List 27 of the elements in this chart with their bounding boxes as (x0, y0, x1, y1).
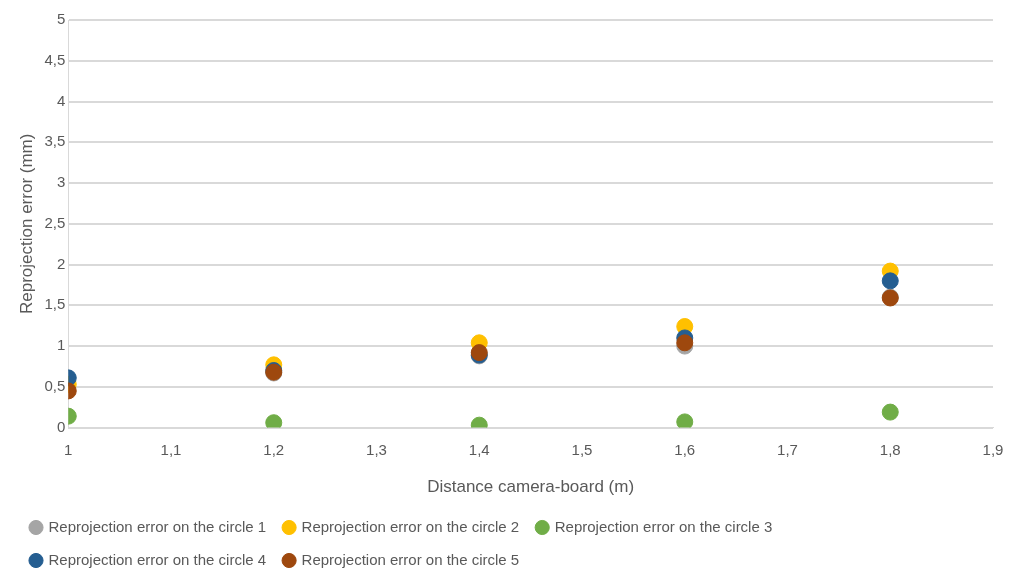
y-tick-label: 2 (56, 254, 66, 272)
legend-label: Reprojection error on the circle 1 (48, 517, 267, 535)
legend-label: Reprojection error on the circle 3 (554, 517, 773, 535)
x-tick-label: 1,4 (468, 440, 490, 458)
legend-label: Reprojection error on the circle 2 (301, 517, 520, 535)
y-axis-title: Reprojection error (mm) (16, 133, 36, 315)
legend-label: Reprojection error on the circle 4 (48, 550, 267, 568)
y-tick-label: 4 (56, 91, 66, 109)
x-tick-label: 1,8 (879, 440, 901, 458)
x-tick-label: 1,5 (571, 440, 593, 458)
legend-label: Reprojection error on the circle 5 (301, 550, 520, 568)
x-tick-label: 1,6 (674, 440, 696, 458)
y-tick-label: 3 (56, 173, 66, 191)
x-axis-title: Distance camera-board (m) (427, 477, 635, 497)
y-tick-label: 0 (56, 417, 66, 435)
x-tick-label: 1,7 (777, 440, 798, 458)
y-tick-label: 4,5 (44, 50, 66, 68)
x-tick-label: 1,3 (366, 440, 387, 458)
y-tick-label: 2,5 (44, 213, 66, 231)
x-tick-label: 1,1 (160, 440, 182, 458)
y-tick-label: 1 (56, 336, 66, 354)
x-tick-label: 1,2 (263, 440, 285, 458)
y-tick-label: 5 (56, 10, 66, 28)
y-tick-label: 1,5 (44, 295, 66, 313)
y-tick-label: 3,5 (44, 132, 66, 150)
y-tick-label: 0,5 (44, 376, 66, 394)
x-tick-label: 1,9 (982, 440, 1004, 458)
